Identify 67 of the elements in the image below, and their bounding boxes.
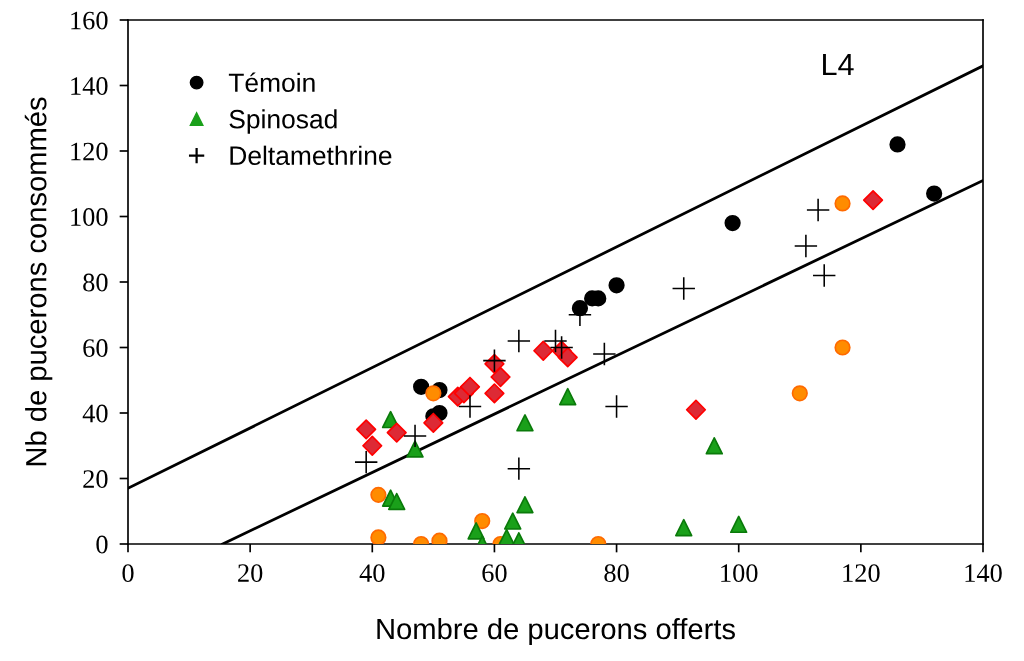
x-tick-label: 20 (238, 564, 263, 583)
legend-label: Témoin (228, 72, 315, 93)
point (507, 457, 531, 480)
x-tick-label: 0 (122, 564, 134, 583)
point (791, 385, 808, 402)
point (467, 522, 485, 540)
y-tick-label: 120 (71, 142, 108, 161)
point (503, 512, 522, 530)
y-tick-label: 20 (83, 470, 108, 488)
point (507, 329, 531, 353)
point (370, 529, 387, 544)
point (862, 189, 884, 211)
y-axis-title: Nb de pucerons consommés (24, 97, 53, 466)
point (724, 214, 741, 232)
point (356, 419, 377, 440)
point (729, 515, 748, 534)
point (674, 518, 693, 537)
point (834, 339, 851, 356)
point (370, 486, 387, 503)
point (484, 383, 505, 404)
y-tick-label: 100 (71, 208, 108, 226)
point (557, 347, 578, 368)
point (516, 495, 534, 514)
point (685, 399, 707, 420)
y-tick-label: 60 (83, 339, 108, 357)
point (406, 440, 424, 458)
point (403, 424, 427, 448)
point (387, 492, 406, 511)
point (813, 264, 836, 287)
y-tick-label: 0 (96, 535, 108, 554)
y-tick-label: 140 (71, 77, 108, 95)
y-tick-label: 80 (83, 273, 108, 292)
point (516, 414, 534, 432)
point (425, 385, 442, 402)
point (544, 329, 567, 353)
point (354, 450, 378, 474)
point (458, 395, 482, 418)
point (558, 387, 577, 406)
x-axis-title: Nombre de pucerons offerts (377, 617, 735, 646)
x-tick-label: 40 (359, 564, 385, 583)
point (889, 136, 906, 153)
annotation: L4 (823, 54, 854, 76)
point (423, 412, 444, 433)
x-tick-label: 100 (721, 564, 758, 583)
point (608, 277, 625, 294)
point (362, 435, 383, 456)
legend-label: Spinosad (229, 109, 337, 134)
x-tick-label: 140 (965, 564, 1002, 583)
point (593, 342, 616, 366)
y-tick-label: 40 (82, 404, 108, 423)
point (926, 185, 943, 202)
point (794, 234, 818, 258)
point (474, 512, 491, 530)
y-tick-label: 160 (71, 11, 108, 30)
x-tick-label: 120 (843, 564, 880, 583)
point (533, 340, 554, 361)
x-tick-label: 80 (604, 564, 629, 583)
point (705, 436, 724, 455)
point (413, 378, 430, 395)
point (806, 198, 830, 222)
point (672, 277, 695, 300)
legend-label: Deltamethrine (230, 145, 392, 166)
point (834, 195, 851, 212)
point (490, 366, 511, 388)
x-tick-label: 60 (482, 564, 507, 583)
point (386, 422, 407, 443)
point (459, 376, 481, 397)
